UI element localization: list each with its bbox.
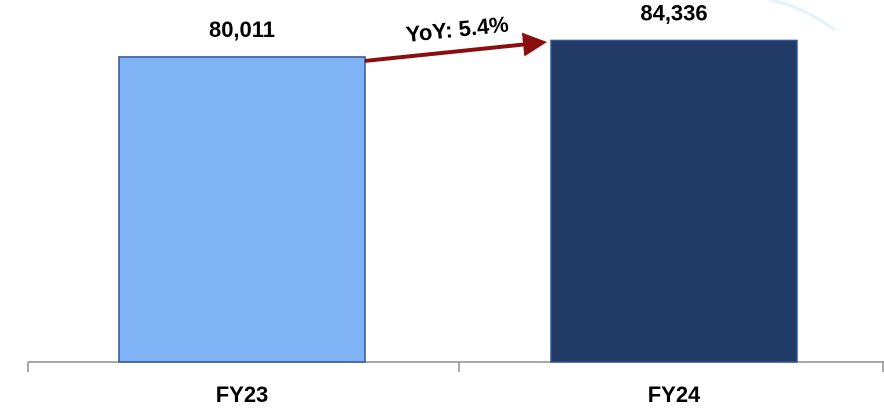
yoy-annotation-label: YoY: 5.4% (405, 11, 510, 47)
bar-fy24 (550, 39, 798, 363)
bar-fy23 (118, 56, 366, 363)
decorative-arc (769, 0, 836, 32)
category-label-fy24: FY24 (648, 382, 701, 407)
yoy-arrow (364, 32, 547, 63)
value-label-fy23: 80,011 (209, 17, 275, 42)
category-label-fy23: FY23 (216, 382, 269, 407)
value-label-fy24: 84,336 (640, 0, 707, 25)
